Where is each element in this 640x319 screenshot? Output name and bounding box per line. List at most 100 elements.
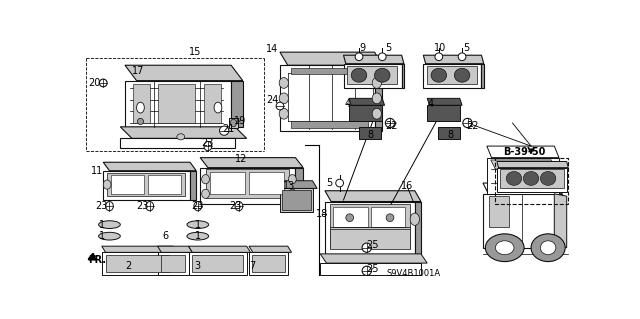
- Text: 4: 4: [428, 99, 433, 109]
- Ellipse shape: [540, 241, 556, 255]
- Bar: [428, 66, 477, 85]
- Text: 19: 19: [234, 116, 246, 126]
- Ellipse shape: [99, 232, 120, 240]
- Bar: [205, 169, 289, 198]
- Polygon shape: [491, 160, 556, 169]
- Ellipse shape: [506, 172, 522, 185]
- Polygon shape: [481, 64, 484, 88]
- Ellipse shape: [230, 119, 237, 127]
- Polygon shape: [125, 65, 243, 81]
- Polygon shape: [120, 138, 235, 148]
- Bar: [148, 175, 180, 194]
- Ellipse shape: [540, 172, 556, 185]
- Text: 17: 17: [132, 66, 144, 76]
- Bar: [371, 207, 404, 227]
- Polygon shape: [325, 191, 421, 202]
- Text: 18: 18: [316, 209, 328, 219]
- Ellipse shape: [99, 221, 120, 228]
- Ellipse shape: [99, 79, 107, 87]
- Text: 2: 2: [125, 261, 131, 271]
- Ellipse shape: [106, 202, 113, 211]
- Ellipse shape: [410, 213, 419, 226]
- Ellipse shape: [372, 108, 381, 119]
- Polygon shape: [349, 98, 385, 105]
- Polygon shape: [157, 246, 193, 252]
- Polygon shape: [415, 202, 421, 254]
- Polygon shape: [428, 105, 460, 122]
- Text: 5: 5: [463, 43, 469, 53]
- Text: 15: 15: [189, 47, 201, 57]
- Polygon shape: [320, 254, 428, 263]
- Text: 11: 11: [91, 167, 103, 176]
- Polygon shape: [483, 183, 562, 194]
- Bar: [157, 85, 195, 123]
- Polygon shape: [280, 52, 382, 65]
- Polygon shape: [103, 162, 196, 171]
- Ellipse shape: [187, 221, 209, 228]
- Ellipse shape: [372, 78, 381, 88]
- Bar: [229, 118, 238, 128]
- Text: 6: 6: [162, 231, 168, 241]
- Ellipse shape: [220, 126, 229, 135]
- Bar: [161, 256, 186, 272]
- Text: 24: 24: [266, 95, 278, 105]
- Ellipse shape: [463, 118, 472, 128]
- Bar: [249, 172, 284, 194]
- Polygon shape: [190, 171, 196, 200]
- Ellipse shape: [177, 134, 184, 140]
- Polygon shape: [374, 65, 382, 131]
- Ellipse shape: [146, 202, 154, 211]
- Ellipse shape: [355, 53, 363, 61]
- Ellipse shape: [378, 53, 386, 61]
- Polygon shape: [487, 158, 559, 194]
- Polygon shape: [349, 105, 382, 122]
- Text: 13: 13: [283, 181, 296, 191]
- Bar: [111, 175, 143, 194]
- Polygon shape: [157, 252, 189, 275]
- Bar: [489, 196, 509, 227]
- Polygon shape: [423, 55, 484, 64]
- Ellipse shape: [138, 118, 143, 124]
- Text: 1: 1: [99, 231, 105, 241]
- Text: 23: 23: [202, 138, 214, 148]
- Ellipse shape: [385, 118, 395, 128]
- Bar: [330, 229, 410, 249]
- Ellipse shape: [435, 53, 443, 61]
- Bar: [495, 158, 568, 204]
- Text: 25: 25: [367, 240, 379, 250]
- Ellipse shape: [276, 102, 284, 110]
- Polygon shape: [280, 65, 374, 131]
- Ellipse shape: [362, 243, 371, 252]
- Polygon shape: [497, 168, 566, 192]
- Polygon shape: [125, 81, 231, 127]
- Ellipse shape: [235, 202, 243, 211]
- Bar: [500, 169, 564, 188]
- Ellipse shape: [372, 93, 381, 104]
- Polygon shape: [344, 64, 402, 88]
- Ellipse shape: [458, 53, 466, 61]
- Ellipse shape: [386, 214, 394, 221]
- Bar: [210, 172, 245, 194]
- Text: 23: 23: [95, 201, 108, 211]
- Ellipse shape: [351, 68, 367, 82]
- Ellipse shape: [202, 189, 209, 198]
- Ellipse shape: [289, 174, 296, 184]
- Text: B-39-50: B-39-50: [503, 147, 545, 157]
- Text: S9V4B1001A: S9V4B1001A: [386, 269, 440, 278]
- Bar: [291, 68, 368, 74]
- Text: 12: 12: [235, 154, 248, 164]
- Polygon shape: [200, 168, 296, 204]
- Bar: [333, 207, 367, 227]
- Polygon shape: [344, 55, 404, 64]
- Ellipse shape: [531, 234, 565, 262]
- Text: 22: 22: [466, 121, 479, 131]
- Polygon shape: [402, 64, 404, 88]
- Bar: [252, 256, 285, 272]
- Text: 8: 8: [367, 130, 374, 140]
- Bar: [107, 173, 184, 196]
- Polygon shape: [102, 246, 177, 252]
- Polygon shape: [554, 194, 566, 248]
- Ellipse shape: [194, 202, 202, 211]
- Polygon shape: [120, 127, 246, 138]
- Text: 23: 23: [191, 201, 204, 211]
